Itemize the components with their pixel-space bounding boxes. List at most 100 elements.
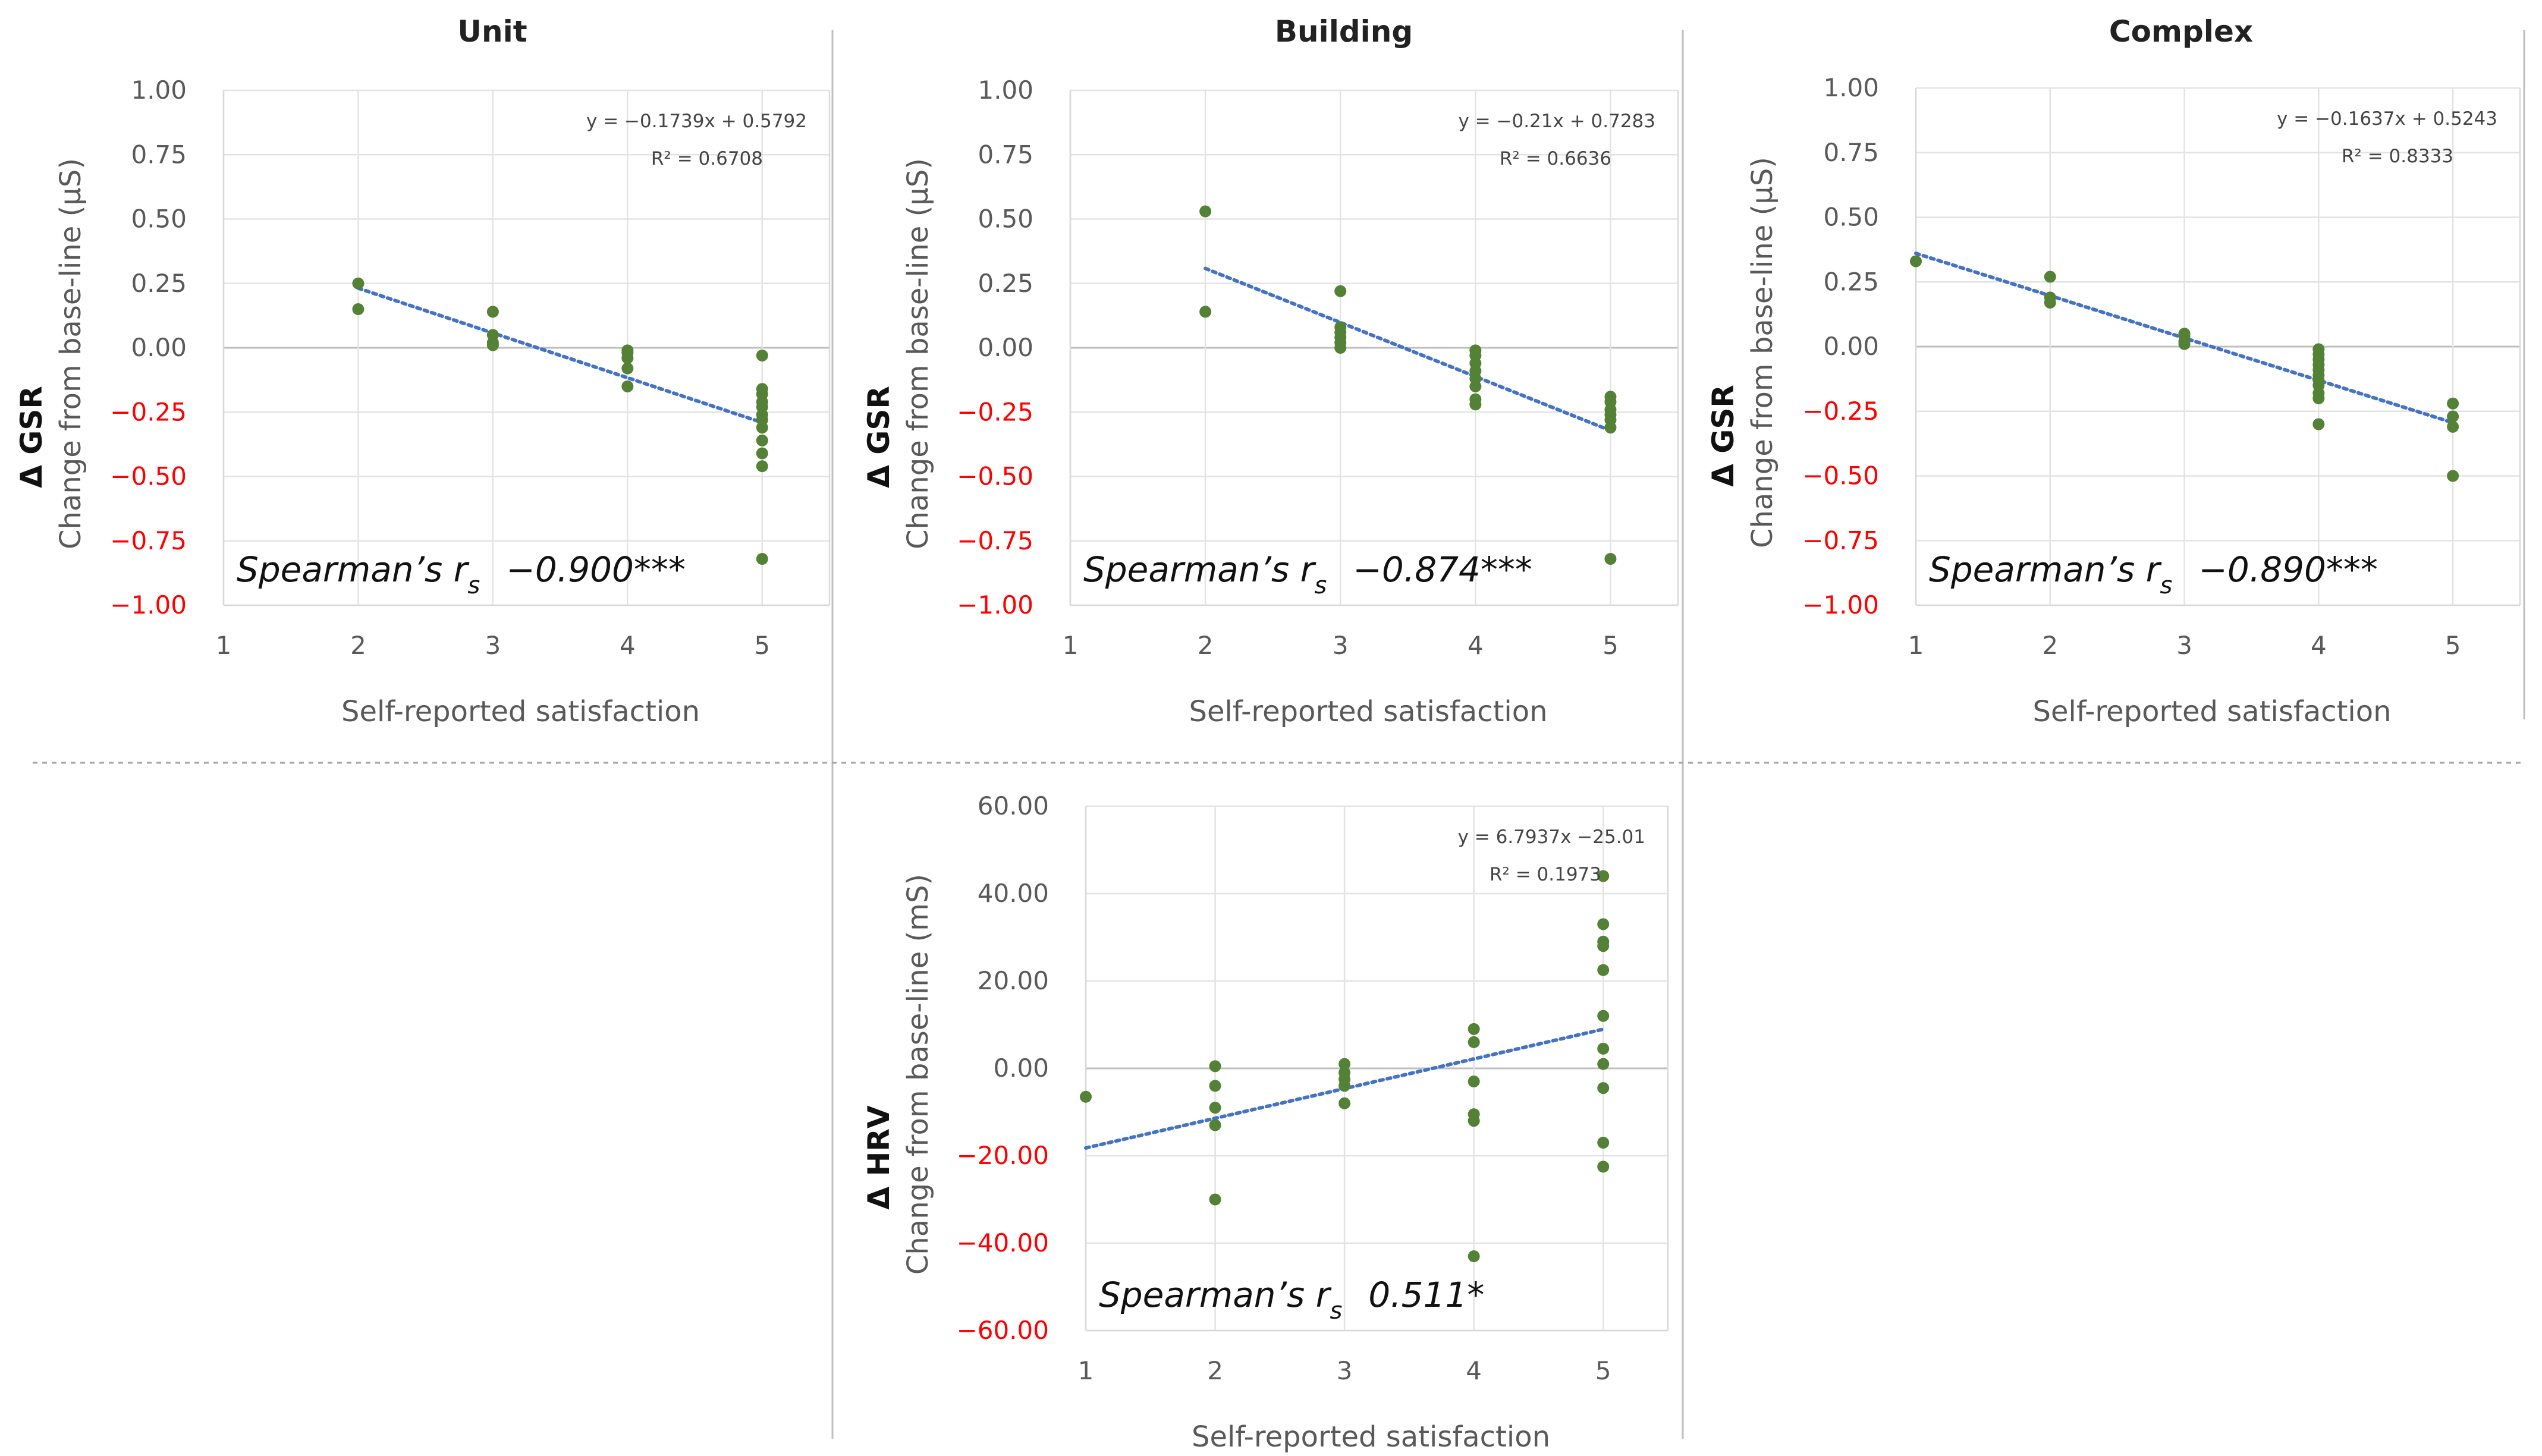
- data-point: [2447, 470, 2459, 482]
- trendline-equation: y = −0.1637x + 0.5243: [2277, 108, 2497, 130]
- r-squared: R² = 0.1973: [1490, 864, 1601, 885]
- data-point: [1597, 1058, 1610, 1070]
- x-tick-label: 3: [1337, 1356, 1353, 1385]
- data-point: [1910, 255, 1922, 268]
- y-tick-label: 0.00: [993, 1054, 1049, 1083]
- y-tick-label: 20.00: [978, 966, 1049, 995]
- x-tick-label: 3: [1333, 631, 1349, 660]
- data-point: [1199, 306, 1212, 318]
- data-point: [486, 306, 499, 318]
- x-tick-label: 1: [1078, 1356, 1094, 1385]
- chart-complex: Complex 1.00 0.75 0.50 0.25 0.00 −0.25 −0.50 −0.…: [1706, 14, 2521, 728]
- data-point: [352, 303, 365, 316]
- x-tick-label: 2: [1207, 1356, 1223, 1385]
- x-axis-title: Self-reported satisfaction: [1192, 1420, 1550, 1454]
- data-point: [1209, 1102, 1221, 1114]
- y-tick-label: −0.25: [1802, 397, 1879, 426]
- data-point: [1597, 964, 1610, 976]
- data-point: [2178, 338, 2191, 350]
- y-tick-label: 0.25: [131, 269, 187, 298]
- y-axis-title: Change from base-line (μS): [54, 158, 87, 549]
- y-tick-label: −0.50: [1802, 461, 1879, 490]
- data-point: [756, 460, 768, 473]
- x-axis-title: Self-reported satisfaction: [2032, 695, 2391, 728]
- data-point: [756, 447, 768, 460]
- x-tick-label: 4: [620, 631, 636, 660]
- data-point: [756, 553, 768, 565]
- y-axis-title: Change from base-line (μS): [1746, 157, 1779, 548]
- data-point: [2312, 392, 2325, 404]
- trendline-equation: y = −0.1739x + 0.5792: [586, 111, 807, 132]
- data-point: [1597, 918, 1610, 930]
- trendline: [1204, 266, 1613, 433]
- x-tick-label: 5: [2445, 631, 2461, 660]
- data-point: [1338, 1097, 1351, 1109]
- data-point: [1597, 940, 1610, 952]
- data-point: [1597, 1136, 1610, 1149]
- data-point: [2447, 420, 2459, 433]
- y-tick-label: 0.50: [131, 205, 187, 234]
- data-point: [2044, 297, 2056, 309]
- data-point: [1334, 342, 1347, 354]
- y-tick-label: −0.75: [1802, 526, 1879, 555]
- data-point: [1597, 1042, 1610, 1055]
- data-point: [1209, 1119, 1221, 1131]
- y-tick-label: 0.75: [131, 140, 187, 169]
- y-axis-variable-label: Δ GSR: [14, 386, 49, 488]
- chart-title: Building: [1275, 14, 1413, 49]
- r-squared: R² = 0.8333: [2342, 146, 2453, 167]
- y-tick-label: 0.00: [131, 333, 187, 362]
- data-point: [1468, 1076, 1480, 1088]
- x-tick-label: 5: [1603, 631, 1619, 660]
- y-tick-label: −0.25: [110, 397, 187, 426]
- r-squared: R² = 0.6708: [651, 148, 763, 169]
- x-tick-label: 4: [1466, 1356, 1482, 1385]
- x-tick-label: 1: [1908, 631, 1924, 660]
- trendline-equation: y = 6.7937x −25.01: [1458, 826, 1645, 848]
- y-tick-label: −1.00: [110, 590, 187, 619]
- trendline-equation: y = −0.21x + 0.7283: [1458, 111, 1655, 132]
- y-axis-title: Change from base-line (μS): [901, 158, 935, 549]
- data-point: [1597, 1161, 1610, 1173]
- y-axis-variable-label: Δ HRV: [862, 1105, 896, 1209]
- data-point: [1338, 1080, 1351, 1092]
- y-tick-label: 40.00: [978, 879, 1049, 908]
- y-tick-label: 1.00: [978, 76, 1033, 105]
- y-axis-variable-label: Δ GSR: [862, 386, 896, 488]
- y-tick-label: 1.00: [1823, 73, 1879, 102]
- x-tick-label: 1: [216, 631, 232, 660]
- data-point: [1080, 1090, 1092, 1103]
- data-point: [1597, 1082, 1610, 1095]
- y-tick-label: 0.25: [1823, 267, 1879, 296]
- chart-unit: Unit 1.00 0.75 0.50 0.25 0.00 −0.25 −0.50 −0.75 −…: [14, 14, 831, 728]
- data-point: [1468, 1250, 1480, 1263]
- data-point: [621, 380, 634, 392]
- x-tick-label: 3: [2176, 631, 2192, 660]
- y-tick-label: −0.25: [957, 397, 1033, 426]
- data-point: [621, 352, 634, 364]
- x-tick-label: 2: [350, 631, 366, 660]
- spearman-annotation: Spearman’s rs 0.511*: [1099, 1275, 1484, 1325]
- y-tick-label: −0.75: [110, 526, 187, 555]
- y-tick-label: −40.00: [957, 1228, 1049, 1257]
- data-point: [1597, 870, 1610, 882]
- data-point: [1209, 1193, 1221, 1206]
- data-point: [2044, 271, 2056, 283]
- y-axis-variable-label: Δ GSR: [1706, 385, 1740, 487]
- data-point: [1468, 1115, 1480, 1127]
- data-point: [621, 362, 634, 375]
- x-tick-label: 1: [1063, 631, 1079, 660]
- y-tick-label: 1.00: [131, 76, 187, 105]
- y-tick-label: 60.00: [978, 791, 1049, 820]
- data-point: [1604, 422, 1617, 434]
- y-tick-label: 0.75: [1823, 138, 1879, 167]
- y-tick-label: 0.00: [978, 333, 1033, 362]
- spearman-annotation: Spearman’s rs −0.874***: [1083, 549, 1532, 599]
- data-point: [1209, 1080, 1221, 1092]
- data-point: [2447, 410, 2459, 423]
- y-tick-label: 0.50: [978, 205, 1033, 234]
- x-tick-label: 2: [1198, 631, 1214, 660]
- chart-building: Building 1.00 0.75 0.50 0.25 0.00 −0.25 −0.50 −0…: [862, 14, 1679, 728]
- x-tick-label: 4: [1468, 631, 1484, 660]
- x-tick-label: 3: [485, 631, 501, 660]
